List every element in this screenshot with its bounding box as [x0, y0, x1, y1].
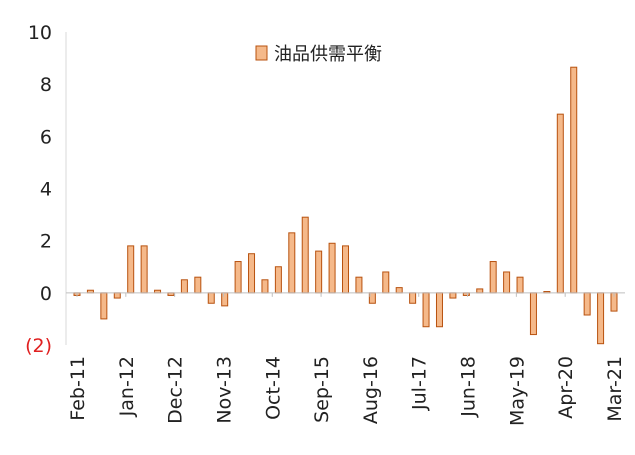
bar: [355, 276, 363, 294]
x-tick-label: May-19: [506, 356, 528, 426]
bar: [221, 292, 229, 307]
legend-label: 油品供需平衡: [274, 44, 382, 65]
y-axis-ticks: 10 8 6 4 2 0 (2): [25, 22, 52, 357]
y-tick-label: 6: [40, 126, 52, 148]
x-tick-label: Jul-17: [409, 356, 431, 411]
x-tick-label: Aug-16: [360, 356, 382, 424]
x-tick-label: Oct-14: [262, 356, 284, 420]
bar: [113, 292, 121, 299]
bar: [476, 288, 484, 294]
y-tick-label: 2: [40, 231, 52, 253]
x-tick-label: Dec-12: [165, 356, 187, 424]
axes: [65, 32, 625, 345]
x-tick-label: Nov-13: [213, 356, 235, 424]
bar: [556, 113, 564, 294]
bar: [503, 271, 511, 294]
bar: [382, 271, 390, 294]
y-tick-label: (2): [25, 335, 52, 357]
bar: [449, 292, 457, 299]
bar: [207, 292, 215, 304]
bar: [127, 245, 135, 294]
x-tick-label: Jan-12: [116, 356, 138, 417]
bar: [180, 279, 188, 294]
bar: [100, 292, 108, 320]
bar: [315, 250, 323, 294]
bar: [342, 245, 349, 294]
x-tick-label: Apr-20: [555, 356, 577, 419]
y-tick-label: 4: [40, 179, 52, 201]
bar: [194, 276, 202, 294]
bar: [435, 292, 443, 328]
bar: [274, 266, 282, 294]
bar: [301, 216, 309, 294]
y-tick-label: 0: [40, 283, 52, 305]
y-tick-label: 10: [28, 22, 52, 44]
bar: [422, 292, 430, 328]
bar: [140, 245, 148, 294]
legend-swatch: [255, 45, 268, 61]
y-tick-label: 8: [40, 74, 52, 96]
x-tick-label: Sep-15: [311, 356, 333, 423]
bar: [529, 292, 537, 336]
bar: [328, 242, 336, 294]
bar: [248, 253, 256, 294]
bar: [570, 66, 578, 294]
x-tick-label: Mar-21: [604, 356, 626, 422]
x-axis-ticks: Feb-11 Jan-12 Dec-12 Nov-13 Oct-14 Sep-15 Aug-…: [67, 292, 626, 426]
bar: [583, 292, 591, 316]
bar: [489, 261, 497, 294]
bar: [597, 292, 605, 345]
legend: 油品供需平衡: [255, 44, 382, 65]
bar: [261, 279, 269, 294]
bar: [409, 292, 417, 304]
x-tick-label: Jun-18: [458, 356, 480, 418]
bar: [516, 276, 524, 294]
bar: [234, 261, 242, 294]
bar: [288, 232, 296, 294]
x-tick-label: Feb-11: [67, 356, 89, 421]
bar-series: [73, 66, 618, 345]
bar: [395, 287, 403, 294]
